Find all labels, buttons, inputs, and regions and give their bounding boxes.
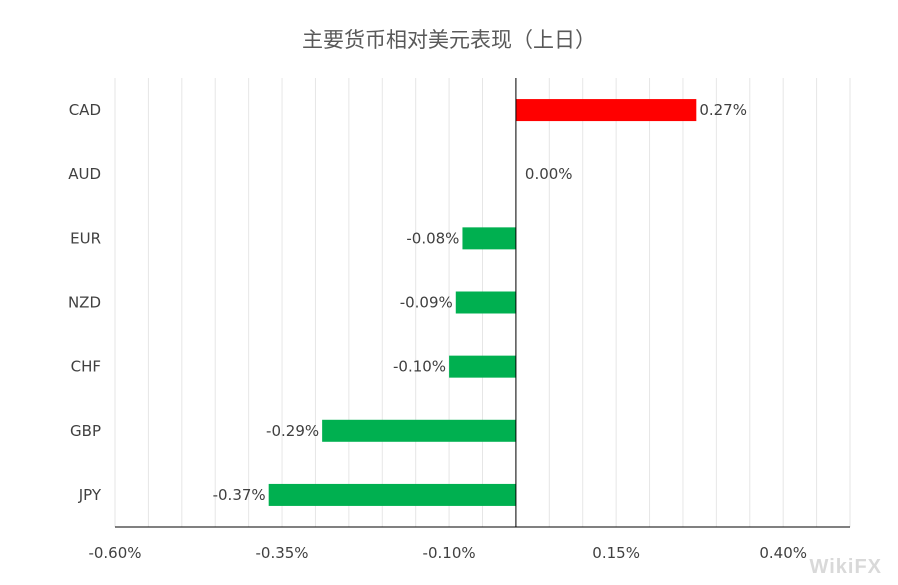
bars [268,99,697,506]
bar [268,483,516,506]
category-label: GBP [70,422,101,440]
data-label: -0.37% [213,486,266,504]
bar [462,227,516,250]
x-tick-label: -0.10% [423,544,476,562]
x-tick-label: -0.60% [88,544,141,562]
axes [115,78,850,528]
chart-title: 主要货币相对美元表现（上日） [302,28,596,52]
x-tick-label: 0.40% [759,544,807,562]
category-label: AUD [68,165,101,183]
category-label: CHF [71,358,101,376]
x-tick-label: -0.35% [256,544,309,562]
category-label: NZD [68,294,101,312]
data-label: -0.09% [400,294,453,312]
data-label: 0.00% [525,165,573,183]
x-tick-label: 0.15% [592,544,640,562]
data-label: 0.27% [699,101,747,119]
watermark: WikiFX [809,556,882,578]
data-label: -0.08% [406,229,459,247]
grid-lines [114,78,851,527]
bar [455,291,516,314]
category-label: CAD [69,101,101,119]
bar [322,419,516,442]
bar [449,355,516,378]
category-label: JPY [78,486,102,504]
labels: -0.60% -0.35% -0.10% 0.15% 0.40% CAD 0.27% AUD 0… [68,101,807,562]
data-label: -0.29% [266,422,319,440]
data-label: -0.10% [393,358,446,376]
bar [515,99,697,122]
category-label: EUR [70,229,101,247]
